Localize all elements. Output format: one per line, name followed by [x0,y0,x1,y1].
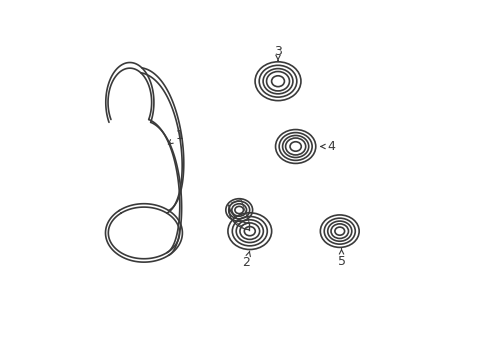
Text: 1: 1 [168,129,183,144]
Text: 5: 5 [337,249,345,267]
Text: 4: 4 [320,140,334,153]
Text: 2: 2 [242,251,250,269]
Text: 3: 3 [273,45,282,60]
